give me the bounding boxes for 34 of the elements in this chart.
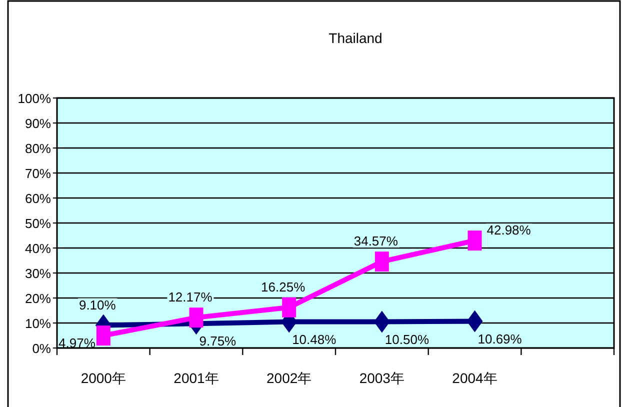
x-tick-label: 2004年	[452, 370, 498, 386]
data-label: 4.97%	[58, 336, 96, 351]
data-label: 9.75%	[199, 334, 237, 349]
point	[282, 297, 296, 318]
y-tick-label: 80%	[24, 141, 52, 156]
point	[466, 310, 483, 332]
point	[468, 230, 482, 251]
y-tick-label: 90%	[24, 116, 52, 131]
data-label: 16.25%	[261, 279, 306, 294]
data-label: 34.57%	[354, 234, 398, 249]
point	[374, 252, 389, 272]
chart-title: Thailand	[328, 30, 382, 46]
x-tick-label: 2002年	[266, 370, 312, 386]
x-tick-label: 2000年	[80, 370, 126, 386]
y-tick-label: 40%	[24, 241, 52, 256]
point	[189, 308, 204, 328]
data-label: 42.98%	[486, 222, 532, 238]
data-label: 10.69%	[478, 331, 522, 346]
y-tick-label: 60%	[24, 191, 52, 206]
point	[374, 310, 390, 333]
x-tick-label: 2001年	[174, 370, 219, 386]
y-tick-label: 20%	[24, 291, 52, 306]
data-label: 10.48%	[292, 332, 337, 347]
data-label: 10.50%	[384, 332, 430, 347]
x-tick-label: 2003年	[359, 370, 404, 386]
y-tick-label: 70%	[24, 166, 52, 181]
y-tick-label: 100%	[18, 91, 52, 106]
point	[96, 326, 110, 346]
y-tick-label: 30%	[24, 266, 52, 281]
y-tick-label: 10%	[24, 316, 52, 331]
data-label: 9.10%	[78, 297, 116, 312]
y-tick-label: 0%	[32, 341, 52, 356]
y-tick-label: 50%	[24, 216, 52, 231]
data-label: 12.17%	[168, 290, 213, 305]
